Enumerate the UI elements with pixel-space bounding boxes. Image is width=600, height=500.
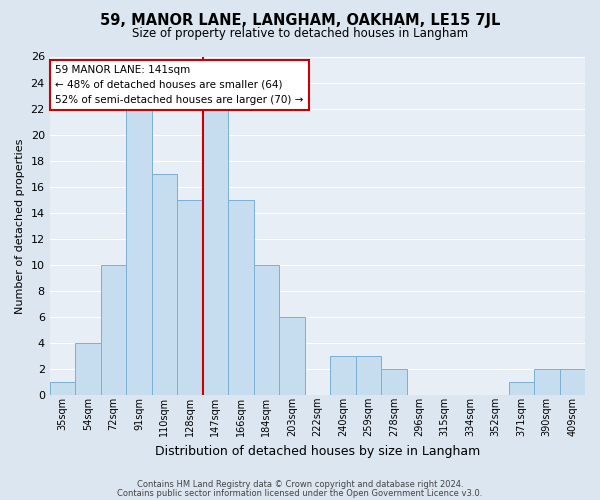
Bar [50,382,75,396]
Bar [75,343,101,396]
Bar [228,200,254,396]
Bar [509,382,534,396]
Bar [330,356,356,396]
Bar [126,108,152,396]
Y-axis label: Number of detached properties: Number of detached properties [15,138,25,314]
Bar [177,200,203,396]
Bar [254,265,279,396]
Text: 59 MANOR LANE: 141sqm
← 48% of detached houses are smaller (64)
52% of semi-deta: 59 MANOR LANE: 141sqm ← 48% of detached … [55,65,304,104]
Bar [356,356,381,396]
Bar [560,369,585,396]
X-axis label: Distribution of detached houses by size in Langham: Distribution of detached houses by size … [155,444,480,458]
Bar [381,369,407,396]
Text: Contains HM Land Registry data © Crown copyright and database right 2024.: Contains HM Land Registry data © Crown c… [137,480,463,489]
Text: Size of property relative to detached houses in Langham: Size of property relative to detached ho… [132,28,468,40]
Bar [534,369,560,396]
Bar [203,108,228,396]
Text: 59, MANOR LANE, LANGHAM, OAKHAM, LE15 7JL: 59, MANOR LANE, LANGHAM, OAKHAM, LE15 7J… [100,12,500,28]
Bar [101,265,126,396]
Text: Contains public sector information licensed under the Open Government Licence v3: Contains public sector information licen… [118,488,482,498]
Bar [279,317,305,396]
Bar [152,174,177,396]
